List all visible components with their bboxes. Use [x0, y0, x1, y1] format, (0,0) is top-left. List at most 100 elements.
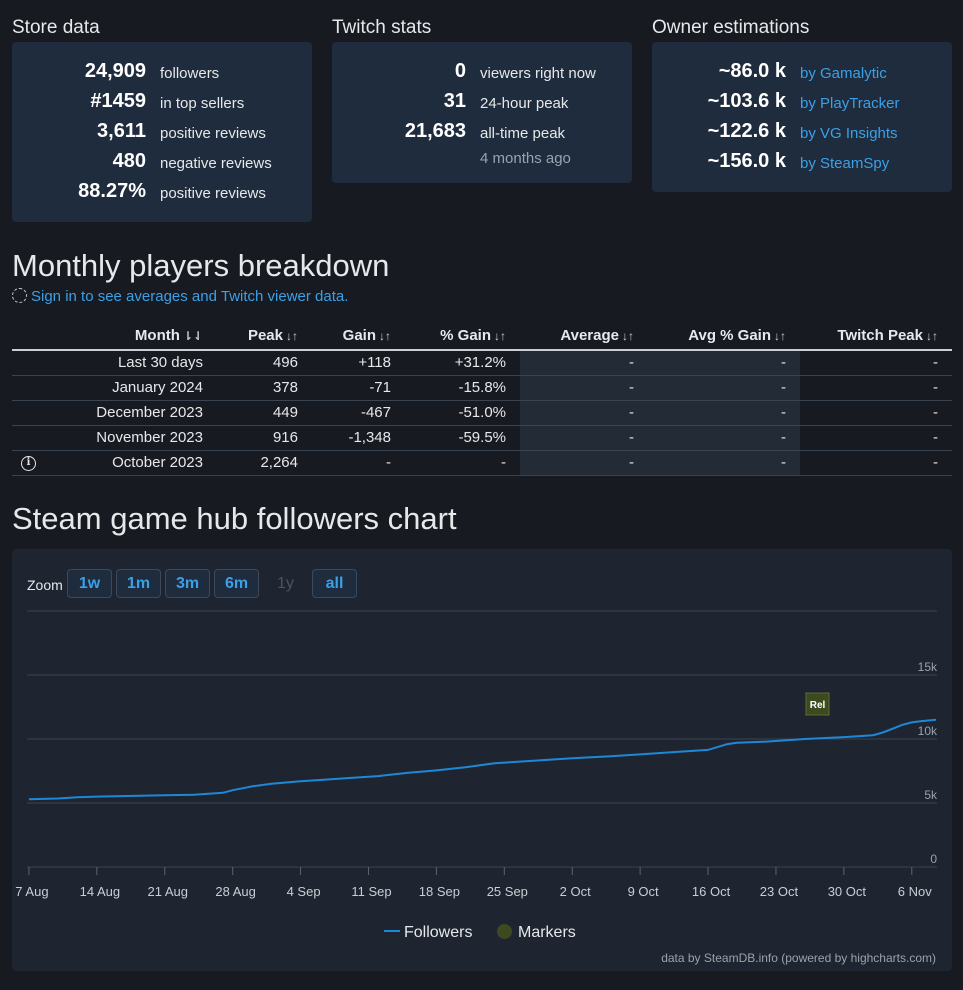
zoom-3m-button[interactable]: 3m: [165, 569, 210, 598]
x-tick-label: 28 Aug: [215, 884, 256, 899]
peak-cell: 378: [217, 375, 312, 401]
x-tick-label: 25 Sep: [487, 884, 528, 899]
legend-markers-label: Markers: [518, 924, 576, 941]
x-tick-label: 30 Oct: [828, 884, 867, 899]
x-tick-label: 7 Aug: [15, 884, 48, 899]
monthly-players-table: Month ⇂⇃ Peak ↓↑ Gain ↓↑ % Gain ↓↑ Average ↓↑…: [12, 322, 952, 476]
store-stat-label: followers: [160, 65, 220, 82]
x-tick-label: 11 Sep: [351, 884, 391, 899]
x-tick-label: 23 Oct: [760, 884, 799, 899]
month-cell-text: October 2023: [112, 454, 203, 471]
avg-pct-gain-cell-text: -: [781, 404, 786, 421]
x-tick-label: 2 Oct: [560, 884, 591, 899]
peak-cell: 496: [217, 350, 312, 376]
zoom-label: Zoom: [27, 577, 63, 593]
owners-stat-row: ~86.0 k by Gamalytic: [652, 60, 952, 84]
legend-markers[interactable]: Markers: [497, 924, 576, 942]
zoom-all-button[interactable]: all: [312, 569, 357, 598]
col-avg-pct-gain[interactable]: Avg % Gain ↓↑: [648, 322, 800, 351]
twitch-peak-cell: -: [800, 425, 952, 451]
average-cell-text: -: [629, 354, 634, 372]
twitch-peak-cell-text: -: [933, 404, 938, 421]
twitch-stats-title: Twitch stats: [332, 17, 432, 38]
owners-stat-label[interactable]: by Gamalytic: [800, 65, 887, 82]
month-cell: December 2023: [12, 400, 217, 426]
avg-pct-gain-cell-text: -: [781, 379, 786, 396]
col-pct-gain-label: % Gain: [440, 327, 491, 344]
store-stat-row: 480 negative reviews: [12, 150, 312, 174]
avg-pct-gain-cell: -: [648, 450, 800, 476]
twitch-peak-cell-text: -: [933, 354, 938, 372]
zoom-6m-button[interactable]: 6m: [214, 569, 259, 598]
month-cell-text: Last 30 days: [117, 354, 203, 372]
average-cell-text: -: [629, 429, 634, 446]
gain-cell-text: -1,348: [348, 429, 391, 446]
store-stat-value: 88.27%: [78, 180, 146, 202]
sort-desc-icon: ⇂⇃: [182, 329, 203, 343]
owner-estimations-card: ~86.0 k by Gamalytic ~103.6 k by PlayTracke…: [652, 42, 952, 192]
table-row: Last 30 days 496 +118 +31.2% - - -: [12, 350, 952, 376]
month-cell: Last 30 days: [12, 350, 217, 376]
owners-stat-value: ~156.0 k: [707, 150, 786, 172]
store-stat-value: #1459: [90, 90, 146, 112]
x-tick-label: 18 Sep: [419, 884, 460, 899]
pct-gain-cell-text: -59.5%: [458, 429, 506, 446]
table-row: December 2023 449 -467 -51.0% - - -: [12, 400, 952, 426]
table-row: November 2023 916 -1,348 -59.5% - - -: [12, 425, 952, 451]
zoom-1w-button[interactable]: 1w: [67, 569, 112, 598]
twitch-peak-cell-text: -: [933, 429, 938, 446]
legend-followers[interactable]: Followers: [384, 924, 472, 942]
store-stat-row: 24,909 followers: [12, 60, 312, 84]
col-average[interactable]: Average ↓↑: [520, 322, 648, 351]
col-twitch-peak[interactable]: Twitch Peak ↓↑: [800, 322, 952, 351]
gain-cell-text: -71: [369, 379, 391, 396]
sort-icon: ↓↑: [774, 329, 786, 343]
followers-chart-title: Steam game hub followers chart: [12, 501, 457, 536]
peak-cell: 449: [217, 400, 312, 426]
y-tick-label: 0: [930, 852, 937, 866]
col-pct-gain[interactable]: % Gain ↓↑: [405, 322, 520, 351]
peak-cell: 2,264: [217, 450, 312, 476]
signin-text[interactable]: Sign in to see averages and Twitch viewe…: [31, 288, 349, 305]
avg-pct-gain-cell: -: [648, 375, 800, 401]
gain-cell: +118: [312, 350, 405, 376]
gain-cell: -467: [312, 400, 405, 426]
col-peak[interactable]: Peak ↓↑: [217, 322, 312, 351]
monthly-players-title: Monthly players breakdown: [12, 248, 390, 283]
followers-line-chart[interactable]: 0 5k 10k 15k 7 Aug 14 Aug 21 Aug 28 Aug 4 Sep 11 …: [12, 549, 952, 909]
store-stat-row: #1459 in top sellers: [12, 90, 312, 114]
store-data-card: 24,909 followers #1459 in top sellers 3,611 p…: [12, 42, 312, 222]
average-cell: -: [520, 350, 648, 376]
pct-gain-cell-text: -: [501, 454, 506, 471]
owners-stat-label[interactable]: by VG Insights: [800, 125, 898, 142]
gain-cell-text: +118: [358, 354, 391, 372]
owners-stat-label[interactable]: by SteamSpy: [800, 155, 890, 172]
twitch-stat-value: 21,683: [404, 120, 466, 142]
owner-estimations-title: Owner estimations: [652, 17, 810, 38]
avg-pct-gain-cell: -: [648, 400, 800, 426]
col-twitch-peak-label: Twitch Peak: [837, 327, 923, 344]
twitch-peak-cell-text: -: [933, 454, 938, 471]
info-icon[interactable]: i: [21, 455, 36, 471]
store-stat-value: 3,611: [97, 120, 146, 142]
twitch-stat-label: 24-hour peak: [480, 95, 569, 112]
x-tick-label: 9 Oct: [628, 884, 659, 899]
peak-cell-text: 496: [272, 354, 298, 372]
chart-credits[interactable]: data by SteamDB.info (powered by highcha…: [661, 951, 936, 965]
y-tick-label: 10k: [918, 724, 938, 738]
average-cell-text: -: [629, 454, 634, 471]
col-month[interactable]: Month ⇂⇃: [12, 322, 217, 351]
col-avg-pct-gain-label: Avg % Gain: [688, 327, 771, 344]
store-stat-row: 3,611 positive reviews: [12, 120, 312, 144]
average-cell: -: [520, 400, 648, 426]
signin-link[interactable]: Sign in to see averages and Twitch viewe…: [12, 288, 348, 305]
twitch-stat-row: 0 viewers right now: [332, 60, 632, 84]
sort-icon: ↓↑: [622, 329, 634, 343]
owners-stat-label[interactable]: by PlayTracker: [800, 95, 900, 112]
col-month-label: Month: [134, 327, 180, 344]
twitch-stat-label: all-time peak: [480, 125, 566, 142]
followers-series-line: [28, 718, 937, 801]
col-gain[interactable]: Gain ↓↑: [312, 322, 405, 351]
month-cell-text: December 2023: [96, 404, 203, 421]
zoom-1m-button[interactable]: 1m: [116, 569, 161, 598]
